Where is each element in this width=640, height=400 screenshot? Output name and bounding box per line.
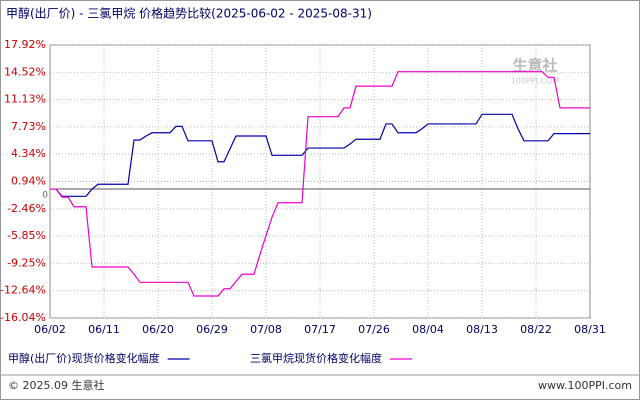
y-tick-label: -12.64% bbox=[0, 284, 46, 297]
y-tick-label: 7.73% bbox=[11, 120, 46, 133]
baseline-label: 0 bbox=[42, 191, 48, 201]
x-tick-label: 08/04 bbox=[412, 323, 444, 336]
y-tick-label: -2.46% bbox=[7, 202, 46, 215]
y-tick-label: -5.85% bbox=[7, 229, 46, 242]
x-tick-label: 07/26 bbox=[358, 323, 390, 336]
y-tick-label: 14.52% bbox=[4, 65, 46, 78]
y-tick-label: -9.25% bbox=[7, 256, 46, 269]
x-tick-label: 07/08 bbox=[250, 323, 282, 336]
footer-left: © 2025.09 生意社 bbox=[8, 378, 104, 392]
series-line bbox=[50, 71, 590, 297]
watermark: 生意社 bbox=[512, 57, 557, 75]
y-tick-label: -16.04% bbox=[0, 311, 46, 324]
y-tick-label: 17.92% bbox=[4, 38, 46, 51]
y-tick-label: 4.34% bbox=[11, 147, 46, 160]
watermark-sub: 100PPI.COM bbox=[511, 77, 560, 86]
y-tick-label: 11.13% bbox=[4, 93, 46, 106]
x-tick-label: 06/11 bbox=[88, 323, 120, 336]
x-tick-label: 08/13 bbox=[466, 323, 498, 336]
legend-label: 三氯甲烷现货价格变化幅度 bbox=[250, 351, 382, 365]
y-tick-label: 0.94% bbox=[11, 175, 46, 188]
x-tick-label: 06/02 bbox=[34, 323, 66, 336]
x-tick-label: 06/20 bbox=[142, 323, 174, 336]
x-tick-label: 08/31 bbox=[574, 323, 606, 336]
legend-label: 甲醇(出厂价)现货价格变化幅度 bbox=[8, 351, 160, 365]
series-line bbox=[50, 113, 590, 197]
x-tick-label: 08/22 bbox=[520, 323, 552, 336]
x-tick-label: 07/17 bbox=[304, 323, 336, 336]
chart-title: 甲醇(出厂价) - 三氯甲烷 价格趋势比较(2025-06-02 - 2025-… bbox=[6, 6, 372, 21]
x-tick-label: 06/29 bbox=[196, 323, 228, 336]
footer-right: www.100PPI.com bbox=[538, 379, 632, 392]
